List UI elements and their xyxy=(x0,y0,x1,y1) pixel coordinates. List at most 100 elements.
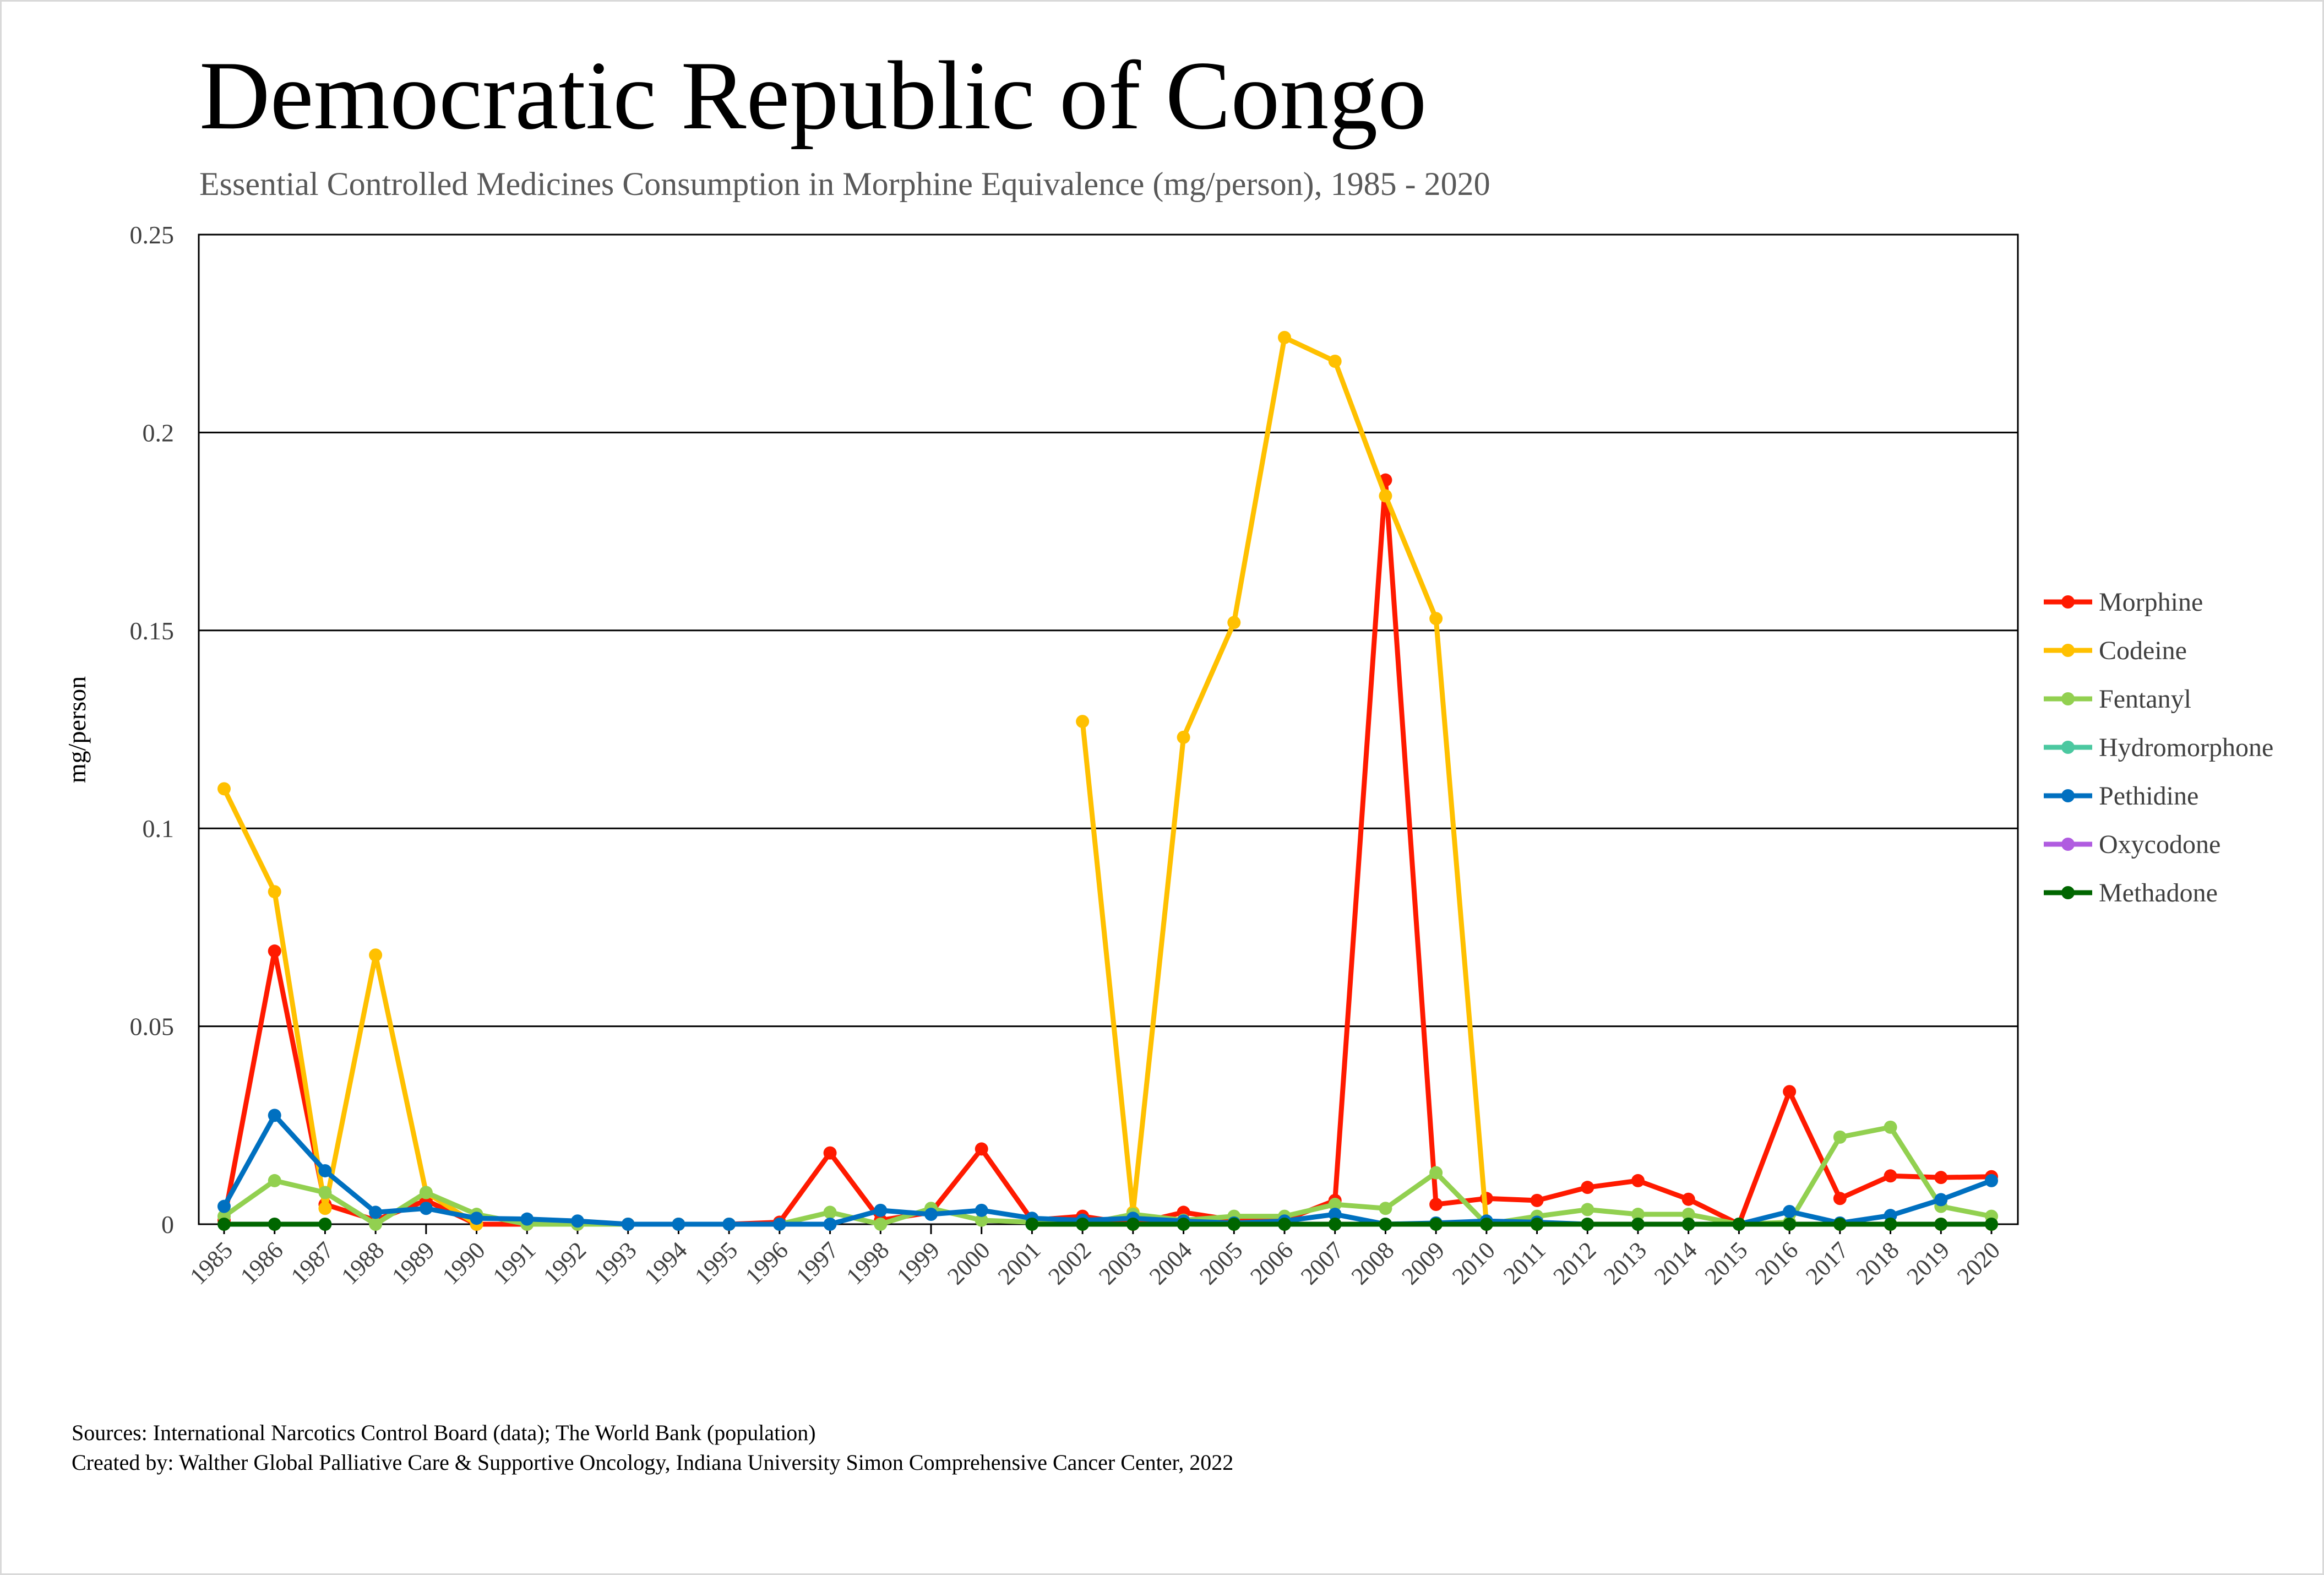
series-fentanyl xyxy=(217,1120,1998,1231)
morphine-point xyxy=(1631,1174,1645,1187)
x-tick-label: 2020 xyxy=(1952,1236,2005,1290)
x-tick-label: 2004 xyxy=(1144,1236,1198,1290)
pethidine-line xyxy=(222,1112,1993,1227)
methadone-point xyxy=(1884,1218,1897,1231)
legend-item-hydromorphone: Hydromorphone xyxy=(2044,733,2273,762)
legend-item-morphine: Morphine xyxy=(2044,588,2203,617)
fentanyl-point xyxy=(419,1186,433,1199)
sources-note: Sources: International Narcotics Control… xyxy=(72,1420,816,1445)
legend-label: Codeine xyxy=(2099,636,2187,665)
legend-label: Fentanyl xyxy=(2099,685,2191,714)
x-tick-label: 2019 xyxy=(1901,1236,1955,1290)
fentanyl-point xyxy=(1681,1208,1695,1221)
legend-item-pethidine: Pethidine xyxy=(2044,781,2198,811)
fentanyl-line xyxy=(222,1125,1992,1227)
pethidine-point xyxy=(772,1218,786,1231)
x-tick-label: 1989 xyxy=(387,1236,440,1290)
y-tick-label: 0.2 xyxy=(143,419,175,447)
fentanyl-point xyxy=(1884,1120,1897,1134)
x-tick-label: 2003 xyxy=(1093,1236,1147,1290)
pethidine-point xyxy=(1934,1193,1948,1207)
morphine-line xyxy=(221,477,1992,1227)
morphine-point xyxy=(1783,1085,1797,1099)
morphine-point xyxy=(975,1142,988,1156)
x-tick-label: 2006 xyxy=(1245,1236,1298,1290)
methadone-point xyxy=(1076,1218,1090,1231)
x-tick-label: 2013 xyxy=(1598,1236,1652,1290)
methadone-point xyxy=(318,1218,332,1231)
x-tick-label: 2011 xyxy=(1498,1236,1551,1289)
pethidine-point xyxy=(924,1208,938,1221)
codeine-line xyxy=(1080,335,1991,1227)
morphine-point xyxy=(1681,1192,1695,1206)
x-tick-label: 1985 xyxy=(184,1236,238,1290)
x-tick-label: 2017 xyxy=(1800,1236,1854,1290)
fentanyl-point xyxy=(975,1213,988,1227)
morphine-point xyxy=(1429,1198,1443,1212)
methadone-point xyxy=(1278,1218,1291,1231)
x-tick-label: 1988 xyxy=(336,1236,389,1290)
x-tick-label: 1986 xyxy=(235,1236,289,1290)
methadone-point xyxy=(1429,1218,1443,1231)
x-tick-label: 1990 xyxy=(437,1236,491,1290)
pethidine-point xyxy=(520,1212,534,1226)
chart-subtitle: Essential Controlled Medicines Consumpti… xyxy=(199,166,1490,202)
legend-marker xyxy=(2061,644,2075,657)
legend-marker xyxy=(2061,838,2075,851)
pethidine-point xyxy=(874,1203,888,1217)
fentanyl-point xyxy=(1631,1208,1645,1221)
methadone-point xyxy=(1530,1218,1544,1231)
y-axis-label: mg/person xyxy=(63,676,91,783)
x-tick-label: 2007 xyxy=(1296,1236,1349,1290)
y-tick-label: 0.05 xyxy=(130,1013,175,1041)
x-tick-label: 2010 xyxy=(1447,1236,1500,1290)
pethidine-point xyxy=(1783,1204,1797,1218)
x-tick-label: 2002 xyxy=(1043,1236,1096,1290)
codeine-point xyxy=(1177,730,1190,744)
fentanyl-point xyxy=(874,1218,888,1231)
pethidine-point xyxy=(470,1212,483,1225)
pethidine-point xyxy=(975,1203,988,1217)
legend-marker xyxy=(2061,789,2075,802)
methadone-point xyxy=(1783,1218,1797,1231)
pethidine-point xyxy=(318,1164,332,1177)
legend-label: Pethidine xyxy=(2099,781,2198,811)
fentanyl-point xyxy=(1379,1202,1392,1215)
x-tick-label: 1992 xyxy=(538,1236,591,1290)
methadone-point xyxy=(1025,1218,1039,1231)
methadone-point xyxy=(1732,1218,1746,1231)
methadone-point xyxy=(1631,1218,1645,1231)
pethidine-point xyxy=(268,1109,281,1122)
fentanyl-point xyxy=(1429,1166,1443,1180)
pethidine-point xyxy=(823,1218,837,1231)
x-tick-label: 1999 xyxy=(891,1236,945,1290)
x-tick-label: 1997 xyxy=(791,1236,844,1290)
methadone-point xyxy=(1126,1218,1140,1231)
codeine-point xyxy=(217,782,231,796)
legend-label: Oxycodone xyxy=(2099,830,2220,859)
x-tick-label: 1987 xyxy=(286,1236,339,1290)
y-tick-label: 0.25 xyxy=(130,221,175,249)
methadone-point xyxy=(268,1218,281,1231)
codeine-point xyxy=(1379,489,1392,503)
pethidine-point xyxy=(1985,1174,1998,1187)
y-tick-label: 0.1 xyxy=(143,814,175,843)
fentanyl-point xyxy=(1833,1130,1847,1144)
legend-item-codeine: Codeine xyxy=(2044,636,2187,665)
methadone-point xyxy=(1479,1218,1493,1231)
y-axis-ticks: 0 0.05 0.1 0.15 0.2 0.25 xyxy=(130,221,175,1239)
x-tick-label: 2000 xyxy=(942,1236,995,1290)
morphine-point xyxy=(268,944,281,958)
x-tick-label: 1998 xyxy=(841,1236,894,1290)
legend-label: Methadone xyxy=(2099,878,2218,908)
x-tick-label: 2014 xyxy=(1649,1236,1702,1290)
x-tick-label: 1996 xyxy=(740,1236,793,1290)
series-morphine xyxy=(217,473,1998,1231)
methadone-point xyxy=(217,1218,231,1231)
pethidine-point xyxy=(722,1218,736,1231)
methadone-point xyxy=(1177,1218,1190,1231)
x-tick-label: 1994 xyxy=(639,1236,693,1290)
legend: Morphine Codeine Fentanyl Hydromorphone Peth… xyxy=(2044,588,2273,908)
